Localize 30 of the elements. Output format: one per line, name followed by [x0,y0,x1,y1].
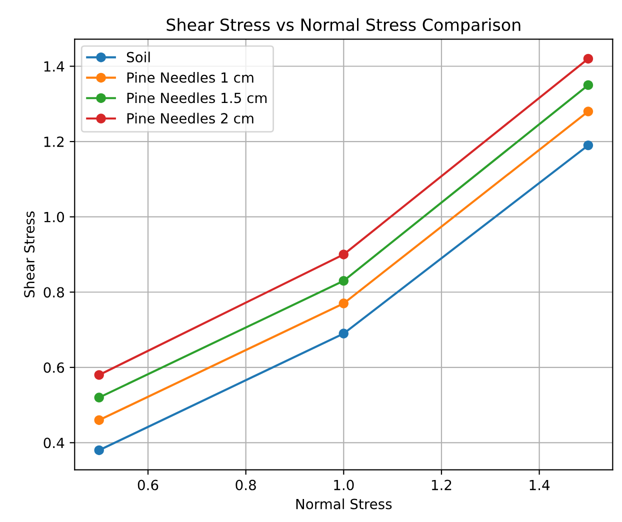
point [583,54,594,64]
legend-label: Pine Needles 2 cm [127,112,254,124]
point [338,328,349,338]
x-tick-label: 0.8 [236,480,256,490]
point [94,392,104,402]
legend-label: Soil [126,52,150,62]
x-axis-title: Normal Stress [296,498,392,510]
x-tick-label: 1.2 [432,480,452,490]
y-tick-label: 1.0 [44,212,64,222]
y-tick-label: 0.6 [44,362,64,373]
point [338,250,349,260]
x-tick-label: 0.6 [138,480,158,490]
legend-label: Pine Needles 1 cm [127,72,254,83]
x-tick-label: 1.0 [334,480,354,490]
y-tick-label: 0.8 [44,287,64,298]
point [583,106,594,116]
point [94,370,104,380]
point [94,415,104,425]
point [338,276,349,286]
x-tick-label: 1.4 [530,480,550,490]
y-axis-title: Shear Stress [24,211,35,298]
point [583,140,594,150]
point [338,298,349,308]
y-tick-label: 0.4 [44,438,64,448]
y-tick-label: 1.2 [44,136,64,147]
chart-title: Shear Stress vs Normal Stress Comparison [166,18,520,34]
point [94,445,104,456]
point [583,80,594,90]
legend-label: Pine Needles 1.5 cm [127,92,267,104]
y-tick-label: 1.4 [44,61,64,72]
